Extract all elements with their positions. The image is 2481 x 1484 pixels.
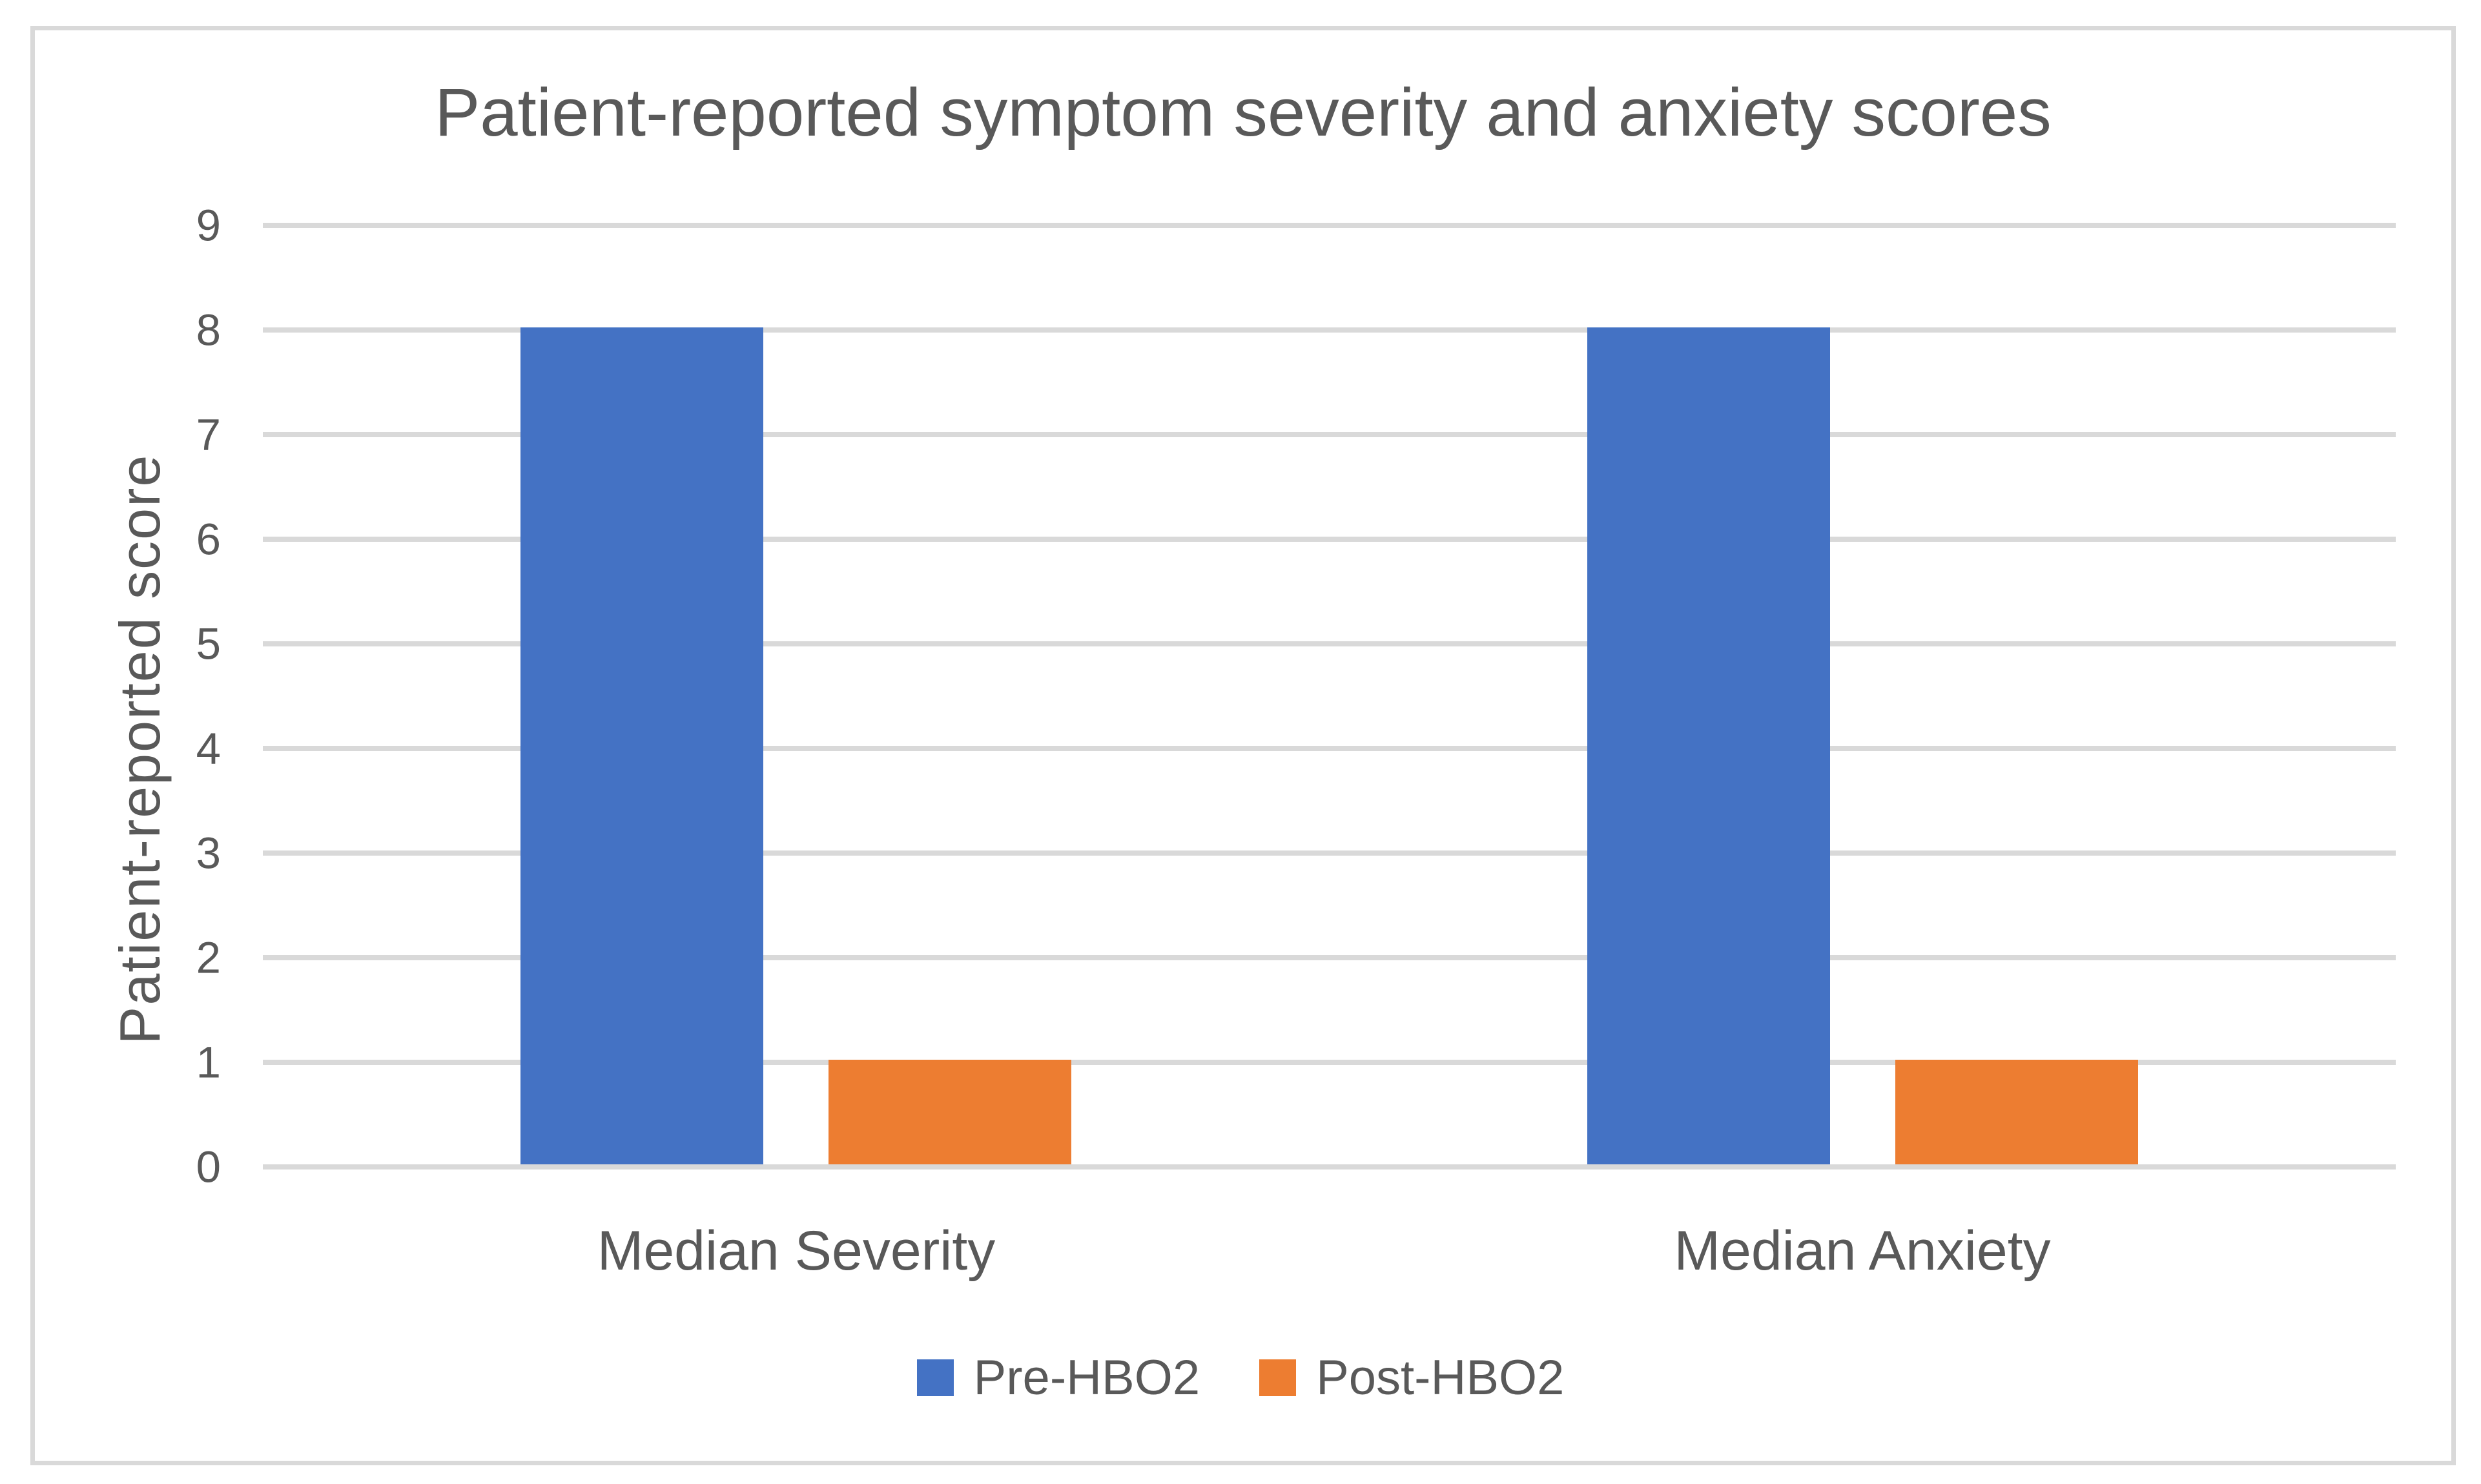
legend-label: Pre-HBO2 <box>973 1350 1200 1405</box>
legend: Pre-HBO2 Post-HBO2 <box>0 1350 2481 1405</box>
legend-swatch-icon <box>1259 1359 1297 1396</box>
chart-frame <box>30 26 2456 1465</box>
legend-swatch-icon <box>916 1359 954 1396</box>
y-axis-title: Patient-reported score <box>108 453 172 1045</box>
legend-item-pre-hbo2: Pre-HBO2 <box>916 1350 1200 1406</box>
legend-label: Post-HBO2 <box>1316 1350 1565 1405</box>
legend-item-post-hbo2: Post-HBO2 <box>1259 1350 1564 1406</box>
chart-title: Patient-reported symptom severity and an… <box>435 75 2052 150</box>
